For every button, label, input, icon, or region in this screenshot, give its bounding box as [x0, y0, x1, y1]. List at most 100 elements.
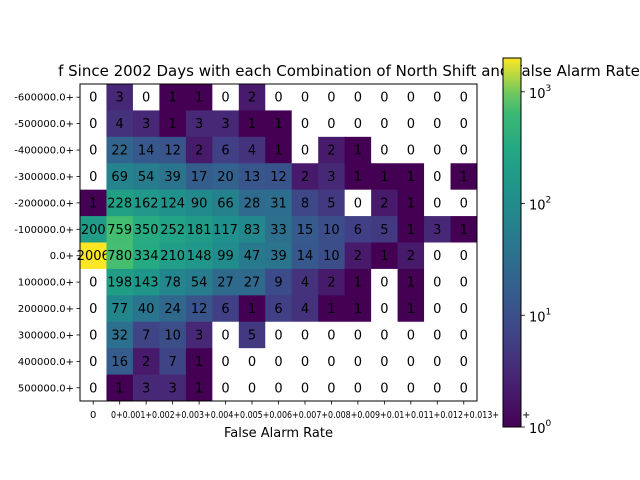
cell-value-label: 1: [195, 355, 203, 370]
heatmap-cell: [318, 163, 346, 191]
heatmap-cell: [159, 321, 187, 349]
cell-value-label: 99: [217, 249, 234, 264]
cell-value-label: 1: [354, 276, 362, 291]
heatmap-cell: [159, 242, 187, 270]
cell-value-label: 2: [248, 91, 256, 106]
cell-value-label: 2: [301, 170, 309, 185]
heatmap-cell: [344, 321, 372, 349]
cell-value-label: 0: [460, 91, 468, 106]
cell-value-label: 0: [433, 276, 441, 291]
cell-value-label: 0: [407, 91, 415, 106]
cell-value-label: 24: [164, 302, 181, 317]
heatmap-cell: [450, 321, 478, 349]
cell-value-label: 0: [274, 355, 282, 370]
heatmap-cell: [291, 84, 319, 111]
heatmap-cell: [238, 136, 266, 164]
heatmap-cell: [318, 216, 346, 243]
heatmap-cell: [424, 295, 451, 323]
heatmap-cell: [291, 163, 319, 191]
cell-value-label: 0: [407, 328, 415, 343]
cell-value-label: 0: [89, 302, 97, 317]
heatmap-cell: [265, 110, 293, 138]
cell-value-label: 334: [134, 249, 159, 264]
x-tick-label: 0+0.001+0.002+0.003+0.004+0.005+0.006+0.…: [111, 410, 499, 421]
heatmap-cell: [318, 84, 346, 111]
heatmap-cell: [132, 374, 160, 402]
cell-value-label: 200: [81, 223, 106, 238]
cell-value-label: 0: [433, 144, 441, 159]
cell-value-label: 124: [160, 196, 185, 211]
heatmap-cell: [212, 295, 240, 323]
cell-value-label: 10: [164, 328, 181, 343]
cell-value-label: 27: [217, 276, 234, 291]
heatmap-cell: [291, 189, 319, 217]
heatmap-cell: [132, 189, 160, 217]
heatmap-cell: [212, 110, 240, 138]
heatmap-cell: [371, 163, 398, 191]
heatmap-cell: [80, 189, 107, 217]
heatmap-cell: [212, 268, 240, 296]
cell-value-label: 0: [380, 355, 388, 370]
cell-value-label: 0: [327, 117, 335, 132]
heatmap-cell: [238, 110, 266, 138]
heatmap-cell: [159, 189, 187, 217]
cell-value-label: 1: [407, 170, 415, 185]
colorbar: 100 101 102 103: [502, 57, 552, 437]
cell-value-label: 69: [111, 170, 128, 185]
cell-value-label: 0: [89, 117, 97, 132]
heatmap-cell: [450, 268, 478, 296]
cell-value-label: 1: [274, 117, 282, 132]
heatmap-cell: [450, 374, 478, 402]
x-axis-label: False Alarm Rate: [224, 426, 333, 441]
cell-value-label: 4: [116, 117, 124, 132]
cell-value-label: 5: [248, 328, 256, 343]
cell-value-label: 0: [460, 381, 468, 396]
heatmap-cell: [265, 189, 293, 217]
cell-value-label: 47: [244, 249, 261, 264]
cell-value-label: 13: [244, 170, 261, 185]
cell-value-label: 78: [164, 276, 181, 291]
cell-value-label: 1: [327, 302, 335, 317]
cell-value-label: 0: [354, 117, 362, 132]
heatmap-cell: [424, 84, 451, 111]
heatmap-cell: [344, 136, 372, 164]
cell-value-label: 0: [327, 91, 335, 106]
cell-value-label: 0: [433, 117, 441, 132]
y-tick-label: 400000.0+: [18, 357, 74, 368]
heatmap-cell: [424, 321, 451, 349]
cell-value-label: 0: [301, 381, 309, 396]
cell-value-label: 0: [221, 381, 229, 396]
cell-value-label: 3: [195, 117, 203, 132]
heatmap-cell: [318, 321, 346, 349]
cell-value-label: 0: [221, 91, 229, 106]
heatmap-cell: [424, 163, 451, 191]
heatmap-cell: [212, 348, 240, 375]
cell-value-label: 54: [138, 170, 155, 185]
cell-value-label: 2: [142, 355, 150, 370]
heatmap-cell: [397, 84, 425, 111]
heatmap-cell: [450, 110, 478, 138]
heatmap-cell: [397, 189, 425, 217]
cell-value-label: 0: [433, 381, 441, 396]
heatmap-cell: [80, 163, 107, 191]
cell-value-label: 252: [160, 223, 185, 238]
cell-value-label: 0: [89, 381, 97, 396]
y-tick-label: -600000.0+: [14, 93, 74, 104]
cell-value-label: 0: [380, 144, 388, 159]
heatmap-cell: [159, 295, 187, 323]
heatmap-cell: [238, 163, 266, 191]
cell-value-label: 3: [142, 381, 150, 396]
heatmap-cell: [318, 374, 346, 402]
heatmap-cell: [424, 268, 451, 296]
y-tick-label: 500000.0+: [18, 383, 74, 394]
cell-value-label: 0: [433, 302, 441, 317]
heatmap-cell: [238, 242, 266, 270]
cell-value-label: 0: [301, 328, 309, 343]
cell-value-label: 1: [248, 302, 256, 317]
heatmap-cell: [159, 110, 187, 138]
heatmap-cell: [291, 268, 319, 296]
cell-value-label: 39: [270, 249, 287, 264]
cell-value-label: 1: [407, 276, 415, 291]
heatmap-cell: [371, 348, 398, 375]
